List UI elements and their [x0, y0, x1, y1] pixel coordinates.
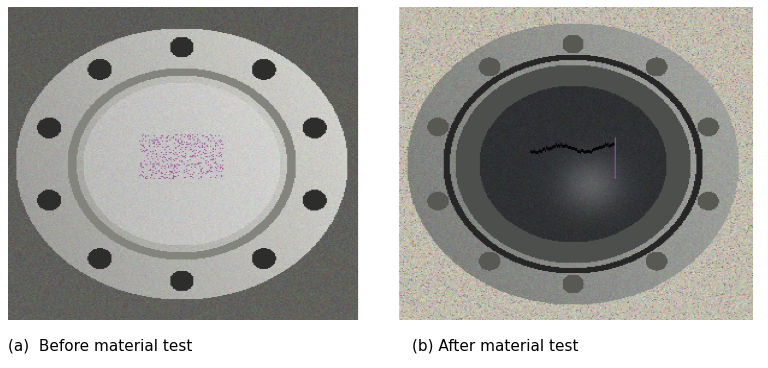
Text: (a)  Before material test: (a) Before material test: [8, 339, 192, 353]
Text: (b) After material test: (b) After material test: [412, 339, 578, 353]
